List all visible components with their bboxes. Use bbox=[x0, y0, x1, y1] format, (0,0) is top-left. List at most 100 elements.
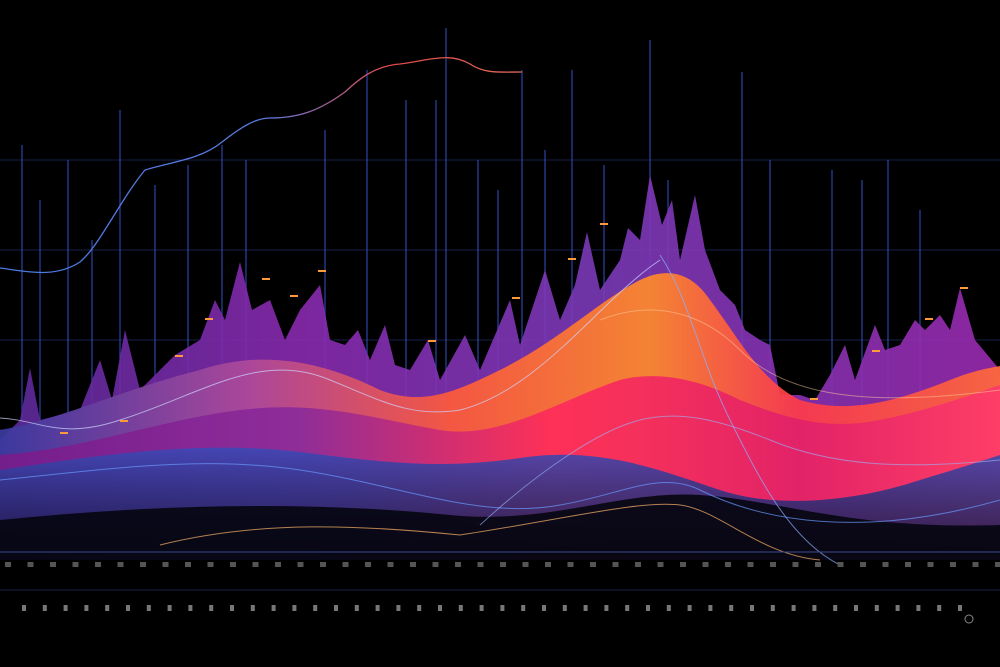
tick-glyph bbox=[84, 605, 89, 611]
tick-glyph bbox=[432, 562, 439, 567]
tick-glyph bbox=[396, 605, 401, 611]
tick-glyph bbox=[905, 562, 911, 567]
tick-glyph bbox=[342, 562, 349, 567]
tick-glyph bbox=[72, 562, 79, 567]
tick-glyph bbox=[188, 605, 193, 611]
tick-glyph bbox=[729, 605, 734, 611]
tick-glyph bbox=[567, 562, 574, 567]
tick-glyph bbox=[5, 562, 11, 567]
tick-glyph bbox=[167, 605, 172, 611]
tick-glyph bbox=[500, 605, 505, 611]
tick-glyph bbox=[833, 605, 838, 611]
tick-glyph bbox=[417, 605, 422, 611]
spark-dash bbox=[568, 258, 576, 260]
tick-glyph bbox=[815, 562, 821, 567]
tick-glyph bbox=[770, 562, 776, 567]
tick-glyph bbox=[27, 562, 34, 567]
spark-dash bbox=[60, 432, 68, 434]
tick-glyph bbox=[680, 562, 686, 567]
tick-glyph bbox=[657, 562, 664, 567]
tick-glyph bbox=[702, 562, 709, 567]
dark-band bbox=[0, 494, 1000, 560]
tick-glyph bbox=[250, 605, 255, 611]
spark-dash bbox=[262, 278, 270, 280]
tick-glyph bbox=[334, 605, 338, 611]
tick-glyph bbox=[275, 562, 281, 567]
tick-glyph bbox=[612, 562, 619, 567]
tick-glyph bbox=[750, 605, 754, 611]
tick-glyph bbox=[410, 562, 416, 567]
spark-dash bbox=[925, 318, 933, 320]
tick-glyph bbox=[791, 605, 796, 611]
spark-dash bbox=[205, 318, 213, 320]
tick-glyph bbox=[500, 562, 506, 567]
tick-glyph bbox=[687, 605, 692, 611]
tick-glyph bbox=[477, 562, 484, 567]
tick-glyph bbox=[387, 562, 394, 567]
tick-glyph bbox=[995, 562, 1000, 567]
tick-glyph bbox=[522, 562, 529, 567]
tick-glyph bbox=[646, 605, 650, 611]
tick-glyph bbox=[230, 605, 234, 611]
tick-glyph bbox=[42, 605, 47, 611]
tick-glyph bbox=[146, 605, 151, 611]
tick-glyph bbox=[937, 605, 942, 611]
tick-glyph bbox=[140, 562, 146, 567]
tick-glyph bbox=[882, 562, 889, 567]
tick-glyph bbox=[252, 562, 259, 567]
spark-dash bbox=[512, 297, 520, 299]
tick-glyph bbox=[479, 605, 484, 611]
tick-glyph bbox=[972, 562, 979, 567]
tick-glyph bbox=[666, 605, 671, 611]
spark-dash bbox=[960, 287, 968, 289]
spark-dash bbox=[810, 398, 818, 400]
tick-glyph bbox=[126, 605, 130, 611]
spark-dash bbox=[290, 295, 298, 297]
tick-glyph bbox=[209, 605, 214, 611]
top-curve bbox=[0, 57, 523, 274]
contour-line bbox=[479, 415, 1000, 526]
tick-glyph bbox=[895, 605, 900, 611]
tick-glyph bbox=[320, 562, 326, 567]
tick-glyph bbox=[162, 562, 169, 567]
tick-glyph bbox=[365, 562, 371, 567]
tick-glyph bbox=[375, 605, 380, 611]
tick-glyph bbox=[105, 605, 110, 611]
tick-glyph bbox=[271, 605, 276, 611]
tick-glyph bbox=[63, 605, 68, 611]
spark-dash bbox=[872, 350, 880, 352]
tick-glyph bbox=[95, 562, 101, 567]
tick-glyph bbox=[313, 605, 318, 611]
spark-dash bbox=[120, 420, 128, 422]
tick-glyph bbox=[583, 605, 588, 611]
tick-glyph bbox=[916, 605, 921, 611]
spark-dash bbox=[428, 340, 436, 342]
tick-glyph bbox=[185, 562, 191, 567]
watermark-icon bbox=[964, 614, 974, 624]
tick-row bbox=[5, 562, 1000, 611]
tick-glyph bbox=[927, 562, 934, 567]
tick-glyph bbox=[958, 605, 962, 611]
contour-line bbox=[599, 309, 1000, 399]
tick-glyph bbox=[792, 562, 799, 567]
tick-glyph bbox=[545, 562, 551, 567]
tick-glyph bbox=[458, 605, 463, 611]
contour-line bbox=[0, 259, 661, 430]
tick-glyph bbox=[297, 562, 304, 567]
tick-glyph bbox=[562, 605, 567, 611]
tick-glyph bbox=[521, 605, 526, 611]
spark-dash bbox=[318, 270, 326, 272]
spark-dash bbox=[600, 223, 608, 225]
tick-glyph bbox=[455, 562, 461, 567]
tick-glyph bbox=[50, 562, 56, 567]
tick-glyph bbox=[747, 562, 754, 567]
tick-glyph bbox=[812, 605, 817, 611]
contour-line bbox=[159, 503, 821, 561]
tick-glyph bbox=[207, 562, 214, 567]
tick-glyph bbox=[590, 562, 596, 567]
tick-glyph bbox=[854, 605, 858, 611]
tick-glyph bbox=[708, 605, 713, 611]
contour-lines bbox=[0, 254, 1000, 566]
